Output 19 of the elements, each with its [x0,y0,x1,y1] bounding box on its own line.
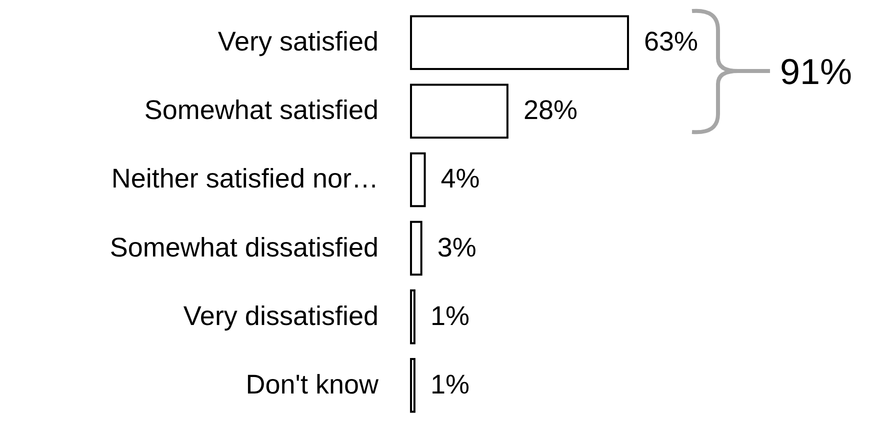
bar [410,84,508,139]
data-label: 1% [430,300,470,331]
y-tick-label: Very satisfied [218,26,378,57]
bar [410,220,422,276]
y-tick-label: Somewhat dissatisfied [110,232,378,262]
data-label: 4% [440,164,480,194]
data-label: 28% [523,95,578,126]
y-tick-label: Somewhat satisfied [144,95,378,126]
y-tick-label: Very dissatisfied [183,300,378,331]
bar [410,289,416,344]
data-label: 3% [437,232,476,262]
text: 91% [780,51,852,92]
y-tick-label: Neither satisfied nor… [111,164,378,194]
data-label: 63% [644,26,698,57]
y-tick-label: Don't know [246,369,379,400]
bar [410,152,426,208]
data-label: 1% [430,369,470,400]
bar [410,15,629,70]
bar [410,358,416,413]
